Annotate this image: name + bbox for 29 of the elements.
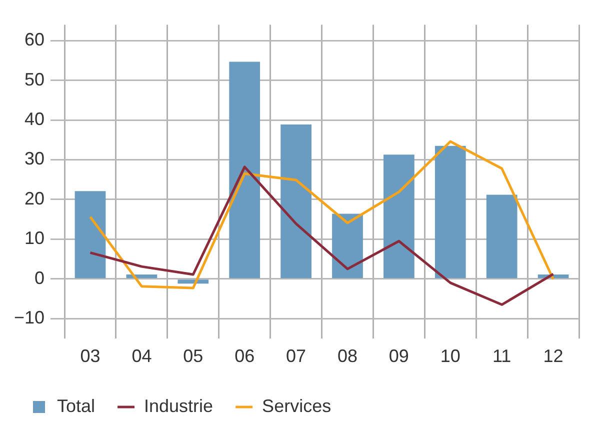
legend-label: Total	[57, 396, 96, 416]
x-tick-label: 11	[492, 346, 512, 366]
y-tick-label: 60	[24, 30, 45, 50]
bar	[74, 191, 106, 278]
bar	[178, 280, 209, 284]
bar	[486, 194, 518, 278]
x-tick-label: 12	[543, 346, 564, 366]
x-tick-label: 04	[132, 346, 152, 366]
y-tick-label: 50	[24, 69, 45, 90]
bar	[332, 214, 363, 278]
bar	[280, 124, 312, 278]
bar	[229, 62, 260, 278]
y-tick-label: 40	[24, 109, 45, 130]
x-tick-label: 07	[286, 346, 306, 366]
legend-label: Industrie	[144, 396, 214, 416]
bar	[434, 146, 466, 278]
x-tick-label: 08	[337, 346, 358, 366]
x-tick-label: 03	[80, 346, 100, 366]
y-tick-label: 20	[24, 188, 45, 208]
x-tick-label: 06	[234, 346, 255, 366]
y-tick-label: 0	[34, 268, 45, 288]
x-tick-label: 09	[388, 346, 409, 366]
y-tick-label: 10	[24, 228, 45, 248]
legend-label: Services	[262, 396, 332, 416]
x-tick-label: 05	[183, 346, 204, 366]
y-tick-label: 30	[24, 148, 45, 169]
x-tick-label: 10	[440, 346, 460, 366]
bar	[384, 154, 414, 278]
y-tick-label: −10	[14, 308, 45, 328]
